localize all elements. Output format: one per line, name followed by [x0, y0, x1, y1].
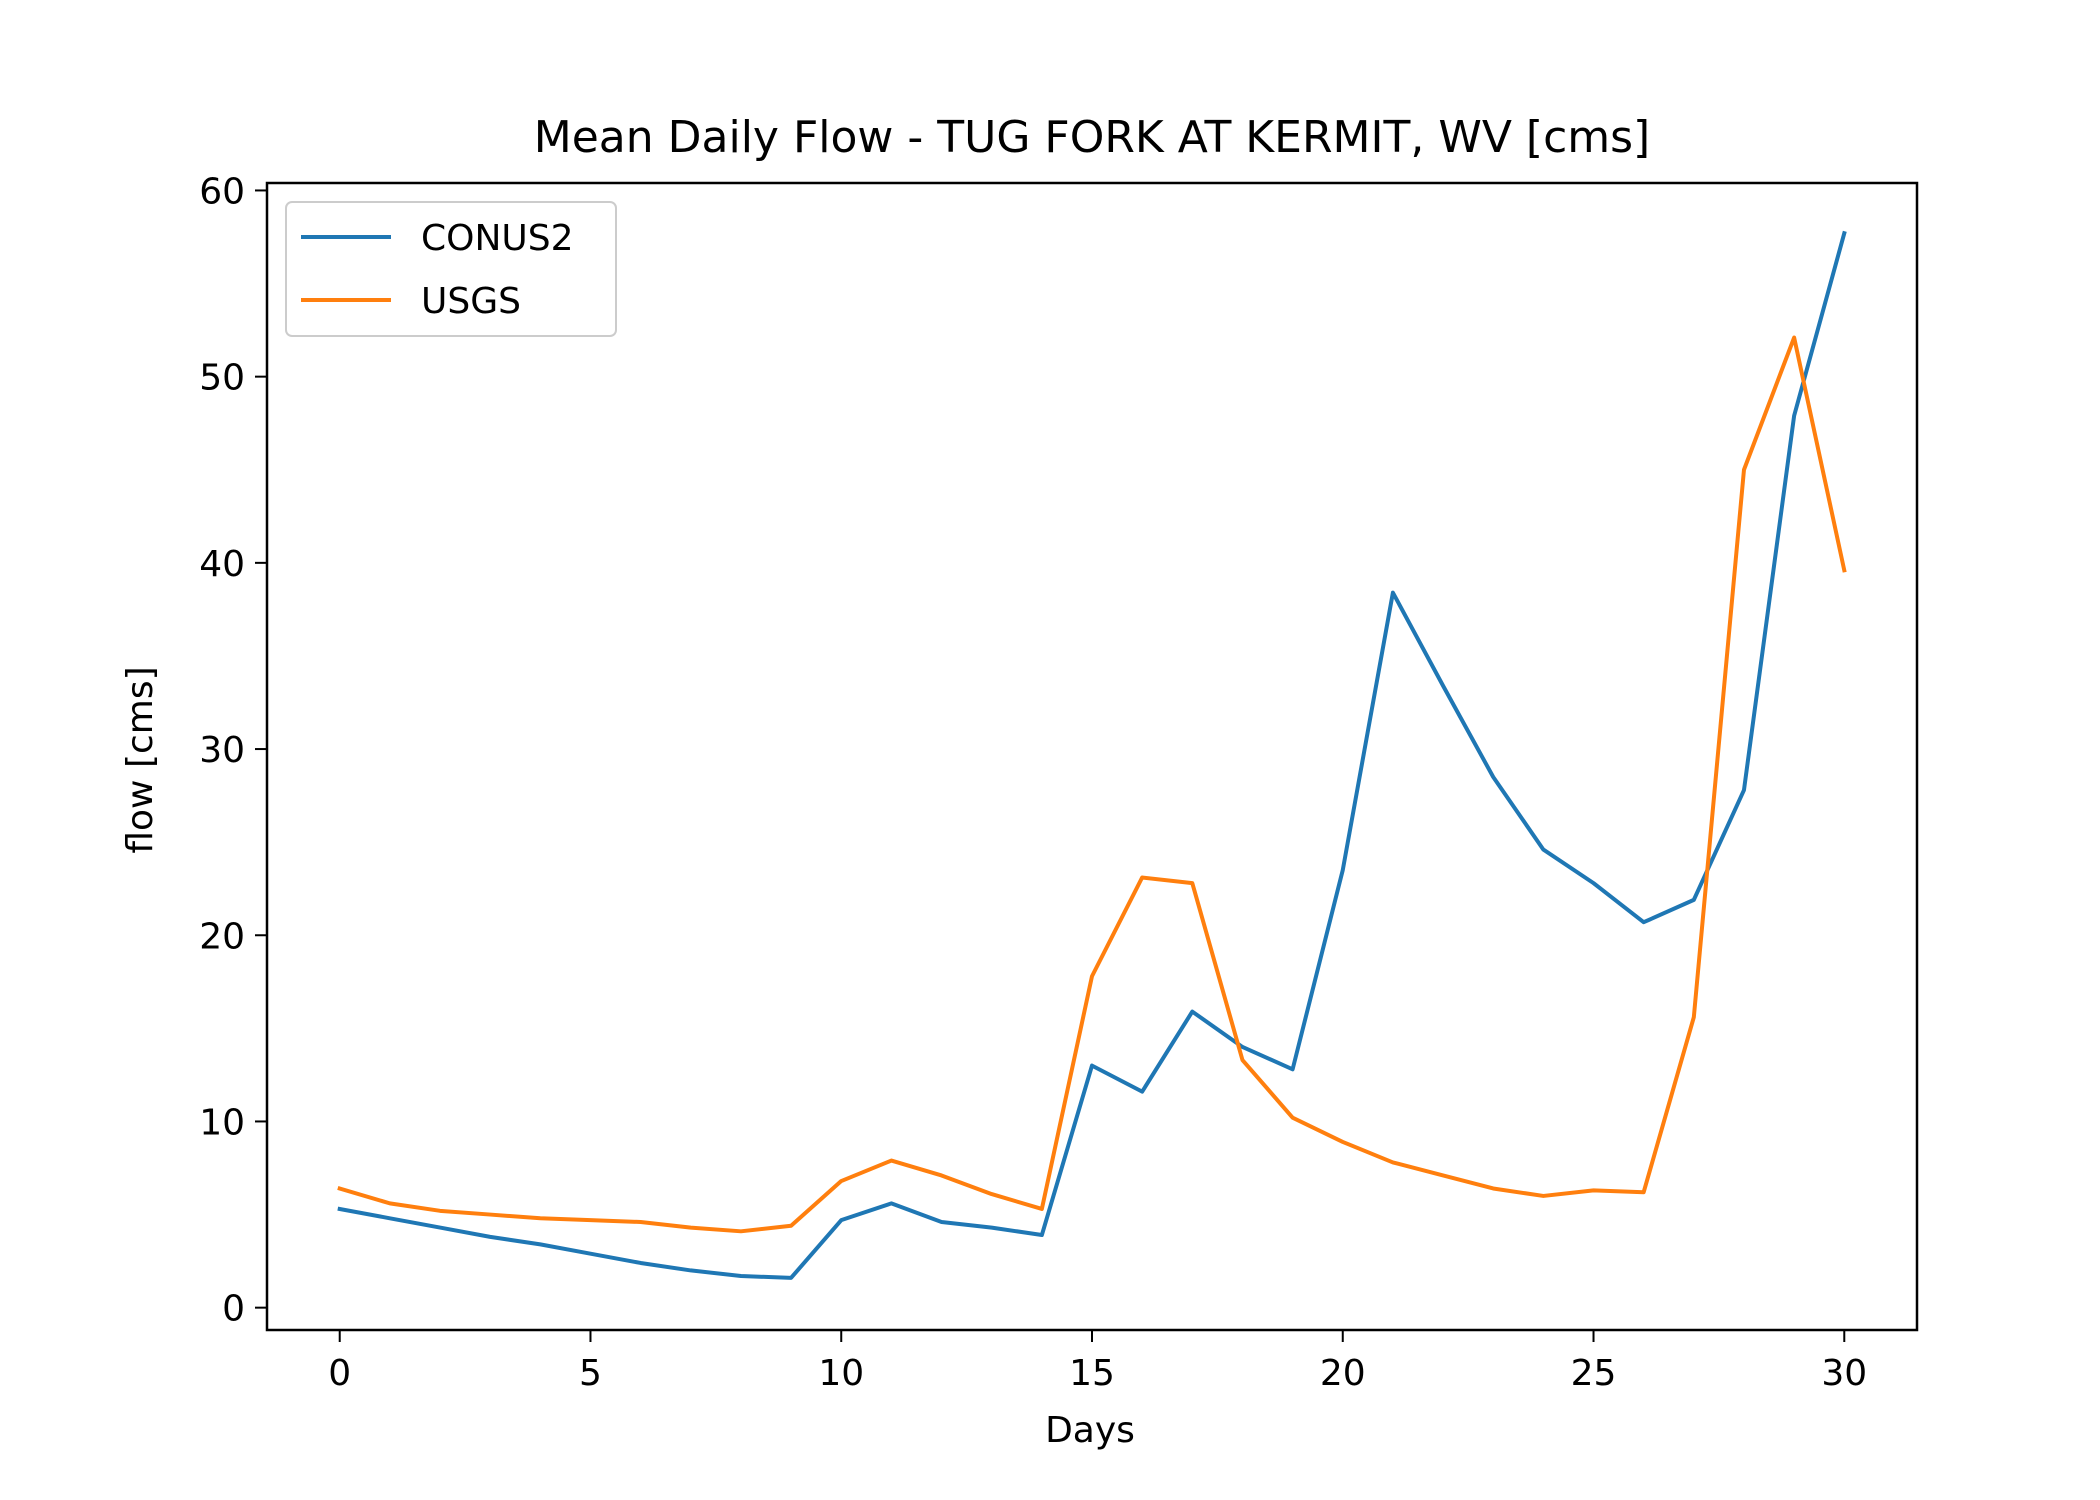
y-tick-label: 10	[199, 1102, 245, 1143]
y-axis-label: flow [cms]	[120, 666, 161, 853]
x-tick-label: 15	[1069, 1353, 1115, 1394]
x-tick-label: 20	[1320, 1353, 1366, 1394]
x-tick-label: 5	[579, 1353, 602, 1394]
y-tick-label: 50	[199, 358, 245, 399]
y-tick-label: 0	[222, 1289, 245, 1330]
plot-area-frame	[265, 181, 1919, 1332]
x-tick-label: 25	[1571, 1353, 1617, 1394]
plot-series	[337, 230, 1847, 1280]
axis-ticks: 0 5 10 15 20 25 30 0 10 20 30 40 50 60	[199, 171, 1867, 1394]
legend: CONUS2 USGS	[285, 201, 617, 337]
x-tick-label: 0	[328, 1353, 351, 1394]
x-tick-label: 10	[818, 1353, 864, 1394]
legend-label-conus2: CONUS2	[421, 218, 574, 259]
y-tick-label: 60	[199, 171, 245, 212]
y-tick-label: 20	[199, 916, 245, 957]
x-tick-label: 30	[1821, 1353, 1867, 1394]
series-line-usgs	[337, 335, 1847, 1234]
chart-title: Mean Daily Flow - TUG FORK AT KERMIT, WV…	[534, 112, 1650, 163]
series-line-conus2	[337, 230, 1847, 1280]
legend-label-usgs: USGS	[421, 281, 521, 322]
x-axis-label: Days	[1045, 1410, 1135, 1451]
y-tick-label: 40	[199, 544, 245, 585]
y-tick-label: 30	[199, 730, 245, 771]
